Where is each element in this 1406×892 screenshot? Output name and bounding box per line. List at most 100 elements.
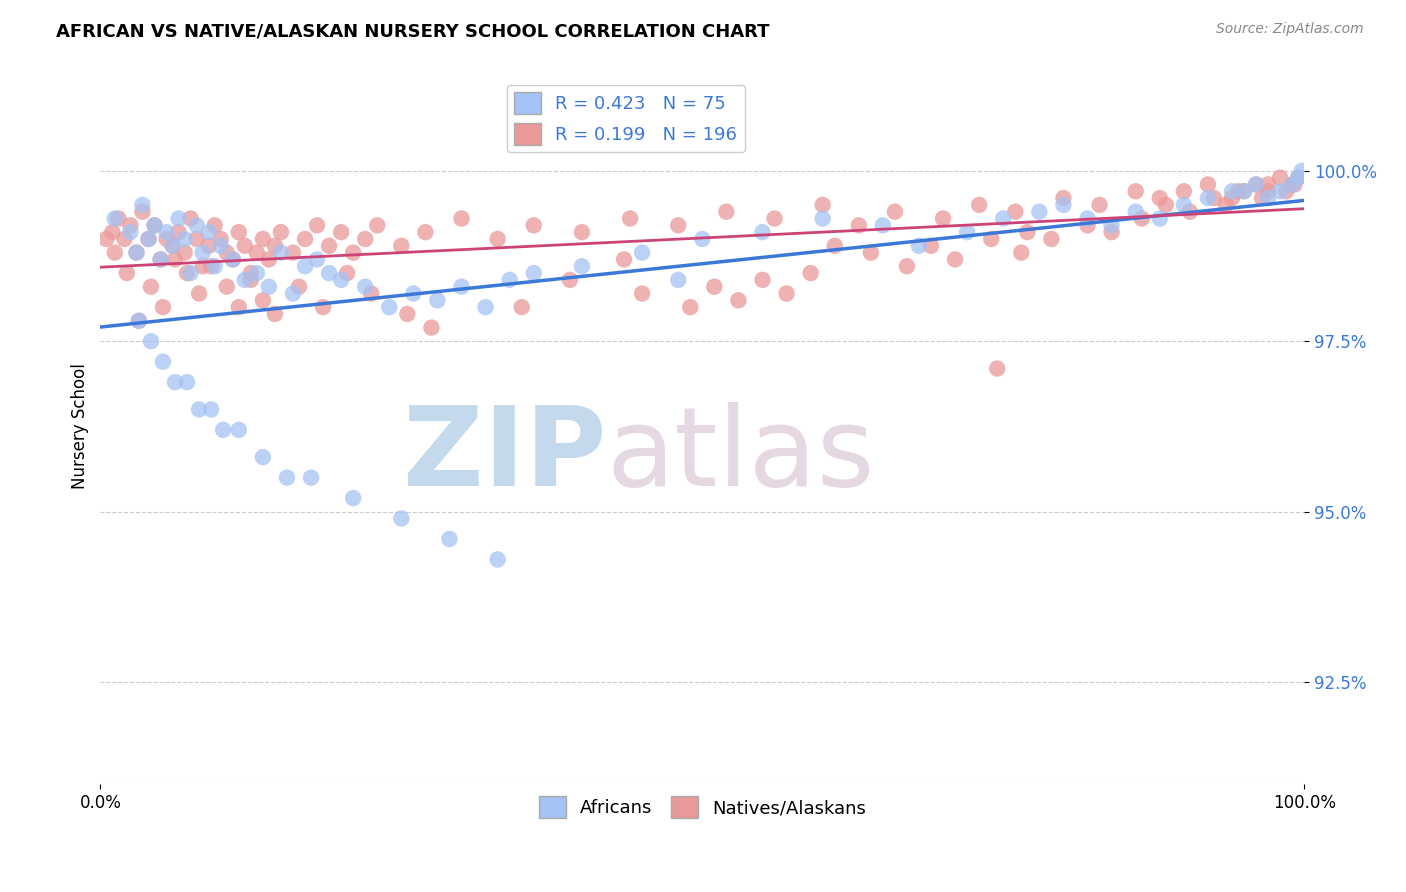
Point bbox=[751, 273, 773, 287]
Point bbox=[1197, 178, 1219, 192]
Point bbox=[859, 245, 882, 260]
Point bbox=[246, 266, 269, 280]
Point bbox=[162, 239, 184, 253]
Point bbox=[439, 532, 461, 546]
Text: AFRICAN VS NATIVE/ALASKAN NURSERY SCHOOL CORRELATION CHART: AFRICAN VS NATIVE/ALASKAN NURSERY SCHOOL… bbox=[56, 22, 769, 40]
Legend: Africans, Natives/Alaskans: Africans, Natives/Alaskans bbox=[531, 789, 873, 825]
Point bbox=[143, 219, 166, 233]
Point bbox=[498, 273, 520, 287]
Point bbox=[920, 239, 942, 253]
Text: Source: ZipAtlas.com: Source: ZipAtlas.com bbox=[1216, 22, 1364, 37]
Point bbox=[305, 252, 328, 267]
Point bbox=[330, 273, 353, 287]
Point bbox=[360, 286, 382, 301]
Point bbox=[1281, 178, 1303, 192]
Point bbox=[120, 219, 142, 233]
Point bbox=[1286, 170, 1309, 185]
Point bbox=[883, 204, 905, 219]
Point bbox=[115, 266, 138, 280]
Point bbox=[239, 273, 262, 287]
Point bbox=[257, 252, 280, 267]
Point bbox=[138, 232, 160, 246]
Point bbox=[222, 252, 245, 267]
Point bbox=[197, 239, 219, 253]
Point bbox=[204, 259, 226, 273]
Point bbox=[1173, 184, 1195, 198]
Point bbox=[679, 300, 702, 314]
Point bbox=[450, 279, 472, 293]
Point bbox=[104, 211, 127, 226]
Point bbox=[200, 259, 222, 273]
Point bbox=[228, 300, 250, 314]
Point bbox=[197, 225, 219, 239]
Point bbox=[967, 198, 990, 212]
Point bbox=[176, 266, 198, 280]
Point bbox=[104, 245, 127, 260]
Point bbox=[389, 239, 412, 253]
Y-axis label: Nursery School: Nursery School bbox=[72, 364, 89, 490]
Point bbox=[173, 245, 195, 260]
Point bbox=[139, 334, 162, 349]
Point bbox=[264, 307, 287, 321]
Point bbox=[1202, 191, 1225, 205]
Point bbox=[276, 470, 298, 484]
Point bbox=[986, 361, 1008, 376]
Point bbox=[139, 279, 162, 293]
Point bbox=[155, 225, 177, 239]
Point bbox=[180, 211, 202, 226]
Point bbox=[1028, 204, 1050, 219]
Point bbox=[281, 245, 304, 260]
Point bbox=[312, 300, 335, 314]
Point bbox=[727, 293, 749, 308]
Point bbox=[149, 252, 172, 267]
Point bbox=[215, 279, 238, 293]
Point bbox=[1244, 178, 1267, 192]
Point bbox=[523, 266, 546, 280]
Point bbox=[751, 225, 773, 239]
Point bbox=[613, 252, 636, 267]
Point bbox=[1052, 198, 1074, 212]
Point bbox=[209, 232, 232, 246]
Point bbox=[191, 259, 214, 273]
Point bbox=[1017, 225, 1039, 239]
Point bbox=[354, 279, 377, 293]
Point bbox=[128, 314, 150, 328]
Point bbox=[1220, 184, 1243, 198]
Point bbox=[264, 239, 287, 253]
Point bbox=[239, 266, 262, 280]
Point bbox=[246, 245, 269, 260]
Text: atlas: atlas bbox=[606, 401, 875, 508]
Point bbox=[980, 232, 1002, 246]
Point bbox=[1101, 219, 1123, 233]
Point bbox=[1257, 178, 1279, 192]
Point bbox=[366, 219, 388, 233]
Point bbox=[120, 225, 142, 239]
Point bbox=[336, 266, 359, 280]
Point bbox=[558, 273, 581, 287]
Point bbox=[270, 225, 292, 239]
Point bbox=[294, 259, 316, 273]
Point bbox=[162, 239, 184, 253]
Point bbox=[1215, 198, 1237, 212]
Point bbox=[167, 211, 190, 226]
Point bbox=[396, 307, 419, 321]
Point bbox=[690, 232, 713, 246]
Point bbox=[125, 245, 148, 260]
Point bbox=[523, 219, 546, 233]
Point bbox=[143, 219, 166, 233]
Point bbox=[131, 204, 153, 219]
Point bbox=[305, 219, 328, 233]
Point bbox=[1173, 198, 1195, 212]
Point bbox=[486, 232, 509, 246]
Point bbox=[1268, 170, 1291, 185]
Point bbox=[1257, 191, 1279, 205]
Point bbox=[163, 252, 186, 267]
Point bbox=[811, 198, 834, 212]
Point bbox=[1052, 191, 1074, 205]
Point bbox=[188, 402, 211, 417]
Point bbox=[222, 252, 245, 267]
Point bbox=[389, 511, 412, 525]
Point bbox=[176, 375, 198, 389]
Point bbox=[209, 239, 232, 253]
Point bbox=[257, 279, 280, 293]
